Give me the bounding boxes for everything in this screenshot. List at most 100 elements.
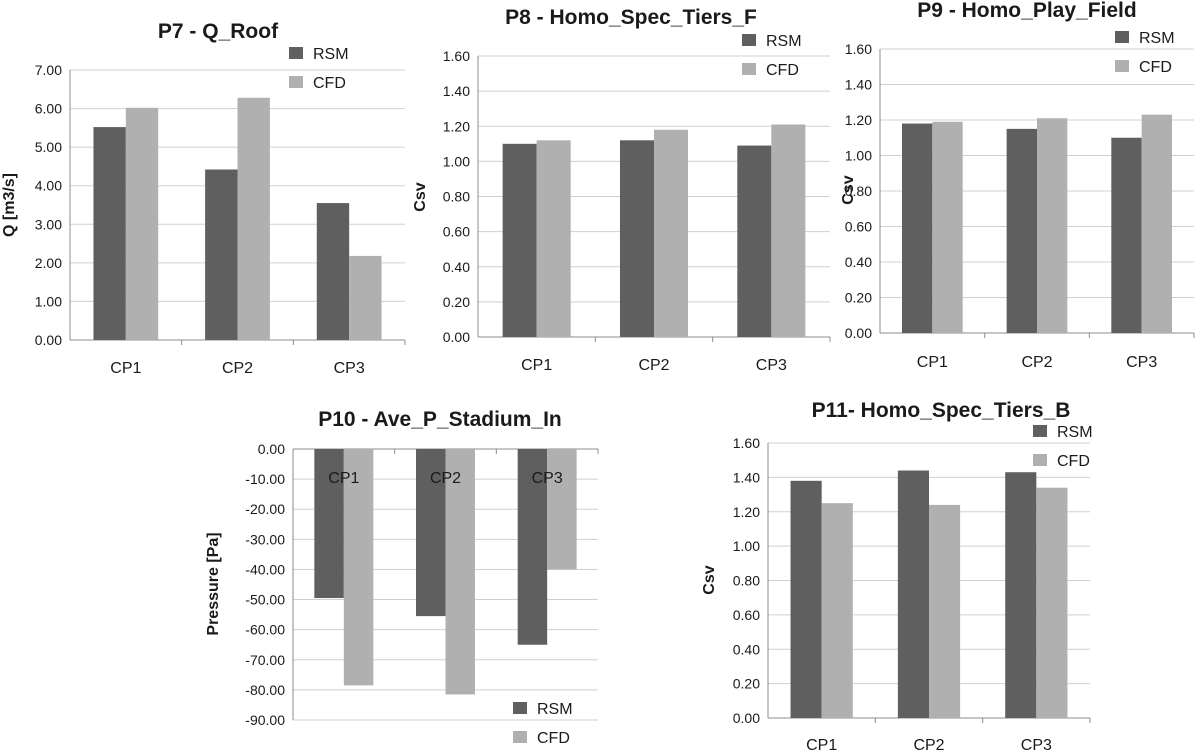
y-tick-label: 1.20 [733,504,760,520]
legend-swatch-rsm [289,47,303,59]
y-tick-label: 7.00 [35,62,62,78]
bar-rsm-cp3 [1005,472,1037,718]
bar-rsm-cp3 [1111,137,1142,333]
bar-rsm-cp3 [737,145,772,337]
legend-swatch-cfd [1115,60,1129,72]
category-label: CP2 [638,357,669,374]
bar-cfd-cp1 [343,449,374,686]
legend-swatch-cfd [742,63,756,75]
bar-cfd-cp2 [929,504,961,718]
y-axis-label: Csv [840,175,857,204]
legend-label-cfd: CFD [1139,59,1172,76]
legend-label-rsm: RSM [766,33,802,50]
y-tick-label: 0.40 [845,254,872,270]
y-tick-label: -30.00 [245,531,285,547]
y-tick-label: 1.60 [443,48,470,64]
bar-rsm-cp1 [93,127,126,340]
legend-label-rsm: RSM [1139,30,1175,47]
y-tick-label: 0.00 [35,332,62,348]
y-tick-label: 1.20 [845,112,872,128]
category-label: CP3 [334,360,365,377]
bar-cfd-cp3 [349,255,382,340]
legend-swatch-cfd [289,76,303,88]
y-tick-label: 0.00 [733,710,760,726]
y-tick-label: 0.80 [443,189,470,205]
bar-cfd-cp1 [821,503,853,718]
legend-swatch-rsm [513,702,527,714]
chart-1: 0.00 1.00 2.00 3.00 4.00 5.00 6.00 7.00 CP1 CP2 CP… [1,20,406,377]
legend-swatch-rsm [1033,425,1047,437]
y-tick-label: 1.40 [443,83,470,99]
chart-title: P10 - Ave_P_Stadium_In [318,408,562,431]
y-tick-label: 3.00 [35,216,62,232]
legend-label-rsm: RSM [313,46,349,63]
chart-4: 0.00 -10.00 -20.00 -30.00 -40.00 -50.00 -60.00… [205,408,599,747]
legend-label-cfd: CFD [1057,453,1090,470]
y-tick-label: 1.60 [733,435,760,451]
category-label: CP3 [756,357,787,374]
category-label: CP1 [521,357,552,374]
chart-title: P9 - Homo_Play_Field [917,0,1136,22]
y-tick-label: 0.00 [258,441,285,457]
y-tick-label: -70.00 [245,652,285,668]
legend-swatch-cfd [513,731,527,743]
category-label: CP3 [1126,354,1157,371]
y-tick-label: 1.00 [733,538,760,554]
y-tick-label: 1.00 [443,153,470,169]
bar-rsm-cp3 [517,449,548,645]
chart-2: 0.00 0.20 0.40 0.60 0.80 1.00 1.20 1.40 1.60 CP1 C… [412,6,831,374]
bar-rsm-cp3 [316,203,350,340]
legend-label-rsm: RSM [1057,424,1093,441]
y-tick-label: 0.40 [733,641,760,657]
y-tick-label: 0.80 [733,573,760,589]
y-tick-label: 0.80 [845,183,872,199]
y-tick-label: 4.00 [35,178,62,194]
y-tick-label: -60.00 [245,622,285,638]
y-tick-label: -90.00 [245,712,285,728]
bar-cfd-cp1 [932,121,963,334]
bar-cfd-cp3 [1141,114,1173,333]
y-tick-label: 0.60 [443,224,470,240]
y-tick-label: 0.60 [845,219,872,235]
y-tick-label: 6.00 [35,101,62,117]
bar-cfd-cp1 [536,140,571,337]
y-tick-label: 0.20 [443,294,470,310]
chart-3: 0.00 0.20 0.40 0.60 0.80 1.00 1.20 1.40 1.60 CP1 C… [840,0,1195,371]
category-label: CP1 [328,470,359,487]
legend-label-cfd: CFD [766,62,799,79]
chart-title: P8 - Homo_Spec_Tiers_F [505,6,757,29]
chart-title: P11- Homo_Spec_Tiers_B [812,399,1071,422]
y-tick-label: 1.00 [845,148,872,164]
bar-cfd-cp1 [125,107,159,340]
bar-cfd-cp3 [547,449,577,570]
y-axis-label: Q [m3/s] [1,173,18,237]
bar-cfd-cp2 [237,97,270,341]
y-tick-label: 1.00 [35,293,62,309]
y-tick-label: 0.00 [845,325,872,341]
y-tick-label: -80.00 [245,682,285,698]
y-tick-label: 0.00 [443,329,470,345]
y-tick-label: -40.00 [245,561,285,577]
y-tick-label: 0.60 [733,607,760,623]
bar-rsm-cp2 [416,449,446,617]
chart-title: P7 - Q_Roof [158,20,279,43]
bar-rsm-cp2 [897,470,929,718]
category-label: CP3 [1021,737,1052,754]
y-tick-label: 2.00 [35,255,62,271]
category-label: CP2 [913,737,944,754]
bar-rsm-cp2 [205,169,238,340]
legend-swatch-rsm [742,34,756,46]
bar-rsm-cp1 [314,449,344,599]
bar-cfd-cp3 [771,124,806,338]
y-axis-label: Pressure [Pa] [205,532,222,635]
y-axis-label: Csv [412,182,429,211]
category-label: CP2 [222,360,253,377]
y-axis-label: Csv [701,565,718,594]
category-label: CP2 [430,470,461,487]
legend-label-rsm: RSM [537,701,573,718]
y-tick-label: -50.00 [245,592,285,608]
category-label: CP1 [806,737,837,754]
bar-rsm-cp2 [1006,128,1037,333]
bar-cfd-cp2 [445,449,475,695]
